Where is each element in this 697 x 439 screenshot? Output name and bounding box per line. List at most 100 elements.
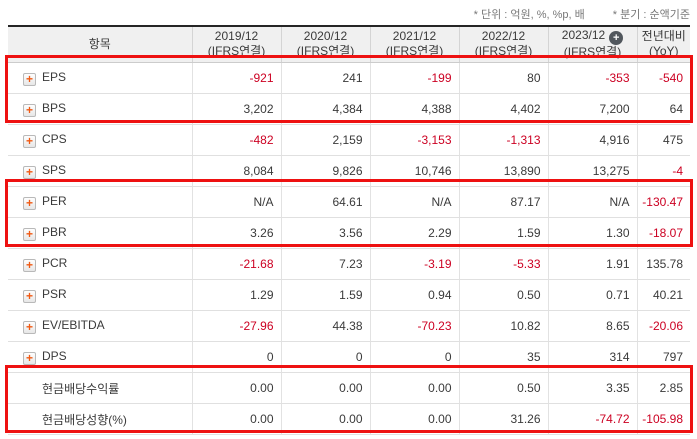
value-cell: 3,202 [191,93,281,125]
value-cell: 10.82 [458,310,548,342]
table-row: + PER N/A 64.61 N/A 87.17 N/A -130.47 [8,186,690,218]
value-cell: -27.96 [191,310,281,342]
expand-row-icon[interactable]: + [23,352,36,365]
column-header-2023-12: 2023/12 + (IFRS연결) [547,26,637,63]
value-cell: 797 [636,341,690,373]
row-label: EPS [42,70,67,84]
value-cell: 4,384 [280,93,370,125]
value-cell: 0.50 [458,279,548,311]
value-cell: 35 [458,341,548,373]
row-label-cell: + PER [8,186,192,218]
value-cell: 0.00 [369,403,459,435]
value-cell: 2,159 [280,124,370,156]
value-cell: 64.61 [280,186,370,218]
value-cell: 3.56 [280,217,370,249]
expand-row-icon[interactable]: + [23,104,36,117]
table-notes: * 단위 : 억원, %, %p, 배 * 분기 : 순액기준 [474,6,690,22]
value-cell: -18.07 [636,217,690,249]
value-cell: 0.71 [547,279,637,311]
value-cell: -3,153 [369,124,459,156]
value-cell: 40.21 [636,279,690,311]
value-cell: 13,890 [458,155,548,187]
value-cell: -5.33 [458,248,548,280]
table-row: + PCR -21.68 7.23 -3.19 -5.33 1.91 135.78 [8,248,690,280]
value-cell: 3.35 [547,372,637,404]
value-cell: 314 [547,341,637,373]
row-label: BPS [42,101,67,115]
column-header-yoy: 전년대비 (YoY) [636,26,690,63]
table-row: + PSR 1.29 1.59 0.94 0.50 0.71 40.21 [8,279,690,311]
row-label-cell: + EV/EBITDA [8,310,192,342]
value-cell: -540 [636,62,690,94]
value-cell: 1.29 [191,279,281,311]
value-cell: 13,275 [547,155,637,187]
value-cell: 2.29 [369,217,459,249]
row-label: PER [42,194,67,208]
table-row: + EV/EBITDA -27.96 44.38 -70.23 10.82 8.65 -20.… [8,310,690,342]
value-cell: 7,200 [547,93,637,125]
table-row: + CPS -482 2,159 -3,153 -1,313 4,916 475 [8,124,690,156]
expand-row-icon[interactable]: + [23,259,36,272]
value-cell: 64 [636,93,690,125]
value-cell: 44.38 [280,310,370,342]
table-row: + DPS 0 0 0 35 314 797 [8,341,690,373]
value-cell: -130.47 [636,186,690,218]
unit-note: * 단위 : 억원, %, %p, 배 [473,9,585,21]
row-label-cell: + EPS [8,62,192,94]
row-label: EV/EBITDA [42,318,105,332]
value-cell: 0.00 [280,403,370,435]
value-cell: 4,916 [547,124,637,156]
row-label-cell: + PSR [8,279,192,311]
value-cell: 3.26 [191,217,281,249]
value-cell: 8,084 [191,155,281,187]
value-cell: 7.23 [280,248,370,280]
row-label-cell: + PCR [8,248,192,280]
value-cell: 135.78 [636,248,690,280]
financial-table-wrap: 항목 2019/12 (IFRS연결) 2020/12 (IFRS연결) 202… [5,25,693,435]
table-header-row: 항목 2019/12 (IFRS연결) 2020/12 (IFRS연결) 202… [8,26,690,63]
value-cell: 1.91 [547,248,637,280]
basis-note: * 분기 : 순액기준 [612,9,690,21]
value-cell: 475 [636,124,690,156]
expand-columns-icon[interactable]: + [609,31,624,45]
value-cell: -921 [191,62,281,94]
row-label-cell: 현금배당성향(%) [8,403,192,435]
value-cell: 4,402 [458,93,548,125]
value-cell: -482 [191,124,281,156]
value-cell: 1.59 [458,217,548,249]
expand-row-icon[interactable]: + [23,73,36,86]
row-label-cell: + CPS [8,124,192,156]
value-cell: 10,746 [369,155,459,187]
column-header-2020-12: 2020/12 (IFRS연결) [280,26,370,63]
value-cell: 0.00 [191,372,281,404]
table-row: + EPS -921 241 -199 80 -353 -540 [8,62,690,94]
expand-row-icon[interactable]: + [23,197,36,210]
value-cell: 0.00 [191,403,281,435]
value-cell: N/A [369,186,459,218]
value-cell: 0 [280,341,370,373]
value-cell: 31.26 [458,403,548,435]
expand-row-icon[interactable]: + [23,135,36,148]
table-row: + BPS 3,202 4,384 4,388 4,402 7,200 64 [8,93,690,125]
value-cell: 4,388 [369,93,459,125]
value-cell: 0.00 [369,372,459,404]
row-label: PSR [42,287,67,301]
row-label: 현금배당성향(%) [42,412,127,427]
value-cell: 1.30 [547,217,637,249]
value-cell: -3.19 [369,248,459,280]
value-cell: 0 [191,341,281,373]
expand-row-icon[interactable]: + [23,290,36,303]
value-cell: -105.98 [636,403,690,435]
value-cell: -70.23 [369,310,459,342]
expand-row-icon[interactable]: + [23,228,36,241]
financial-ratio-table: 항목 2019/12 (IFRS연결) 2020/12 (IFRS연결) 202… [8,25,690,435]
row-label-cell: + PBR [8,217,192,249]
row-label: CPS [42,132,67,146]
row-label: DPS [42,349,67,363]
row-label: PCR [42,256,68,270]
column-header-2019-12: 2019/12 (IFRS연결) [191,26,281,63]
expand-row-icon[interactable]: + [23,321,36,334]
expand-row-icon[interactable]: + [23,166,36,179]
table-row: 현금배당성향(%) 0.00 0.00 0.00 31.26 -74.72 -105.98 [8,403,690,435]
